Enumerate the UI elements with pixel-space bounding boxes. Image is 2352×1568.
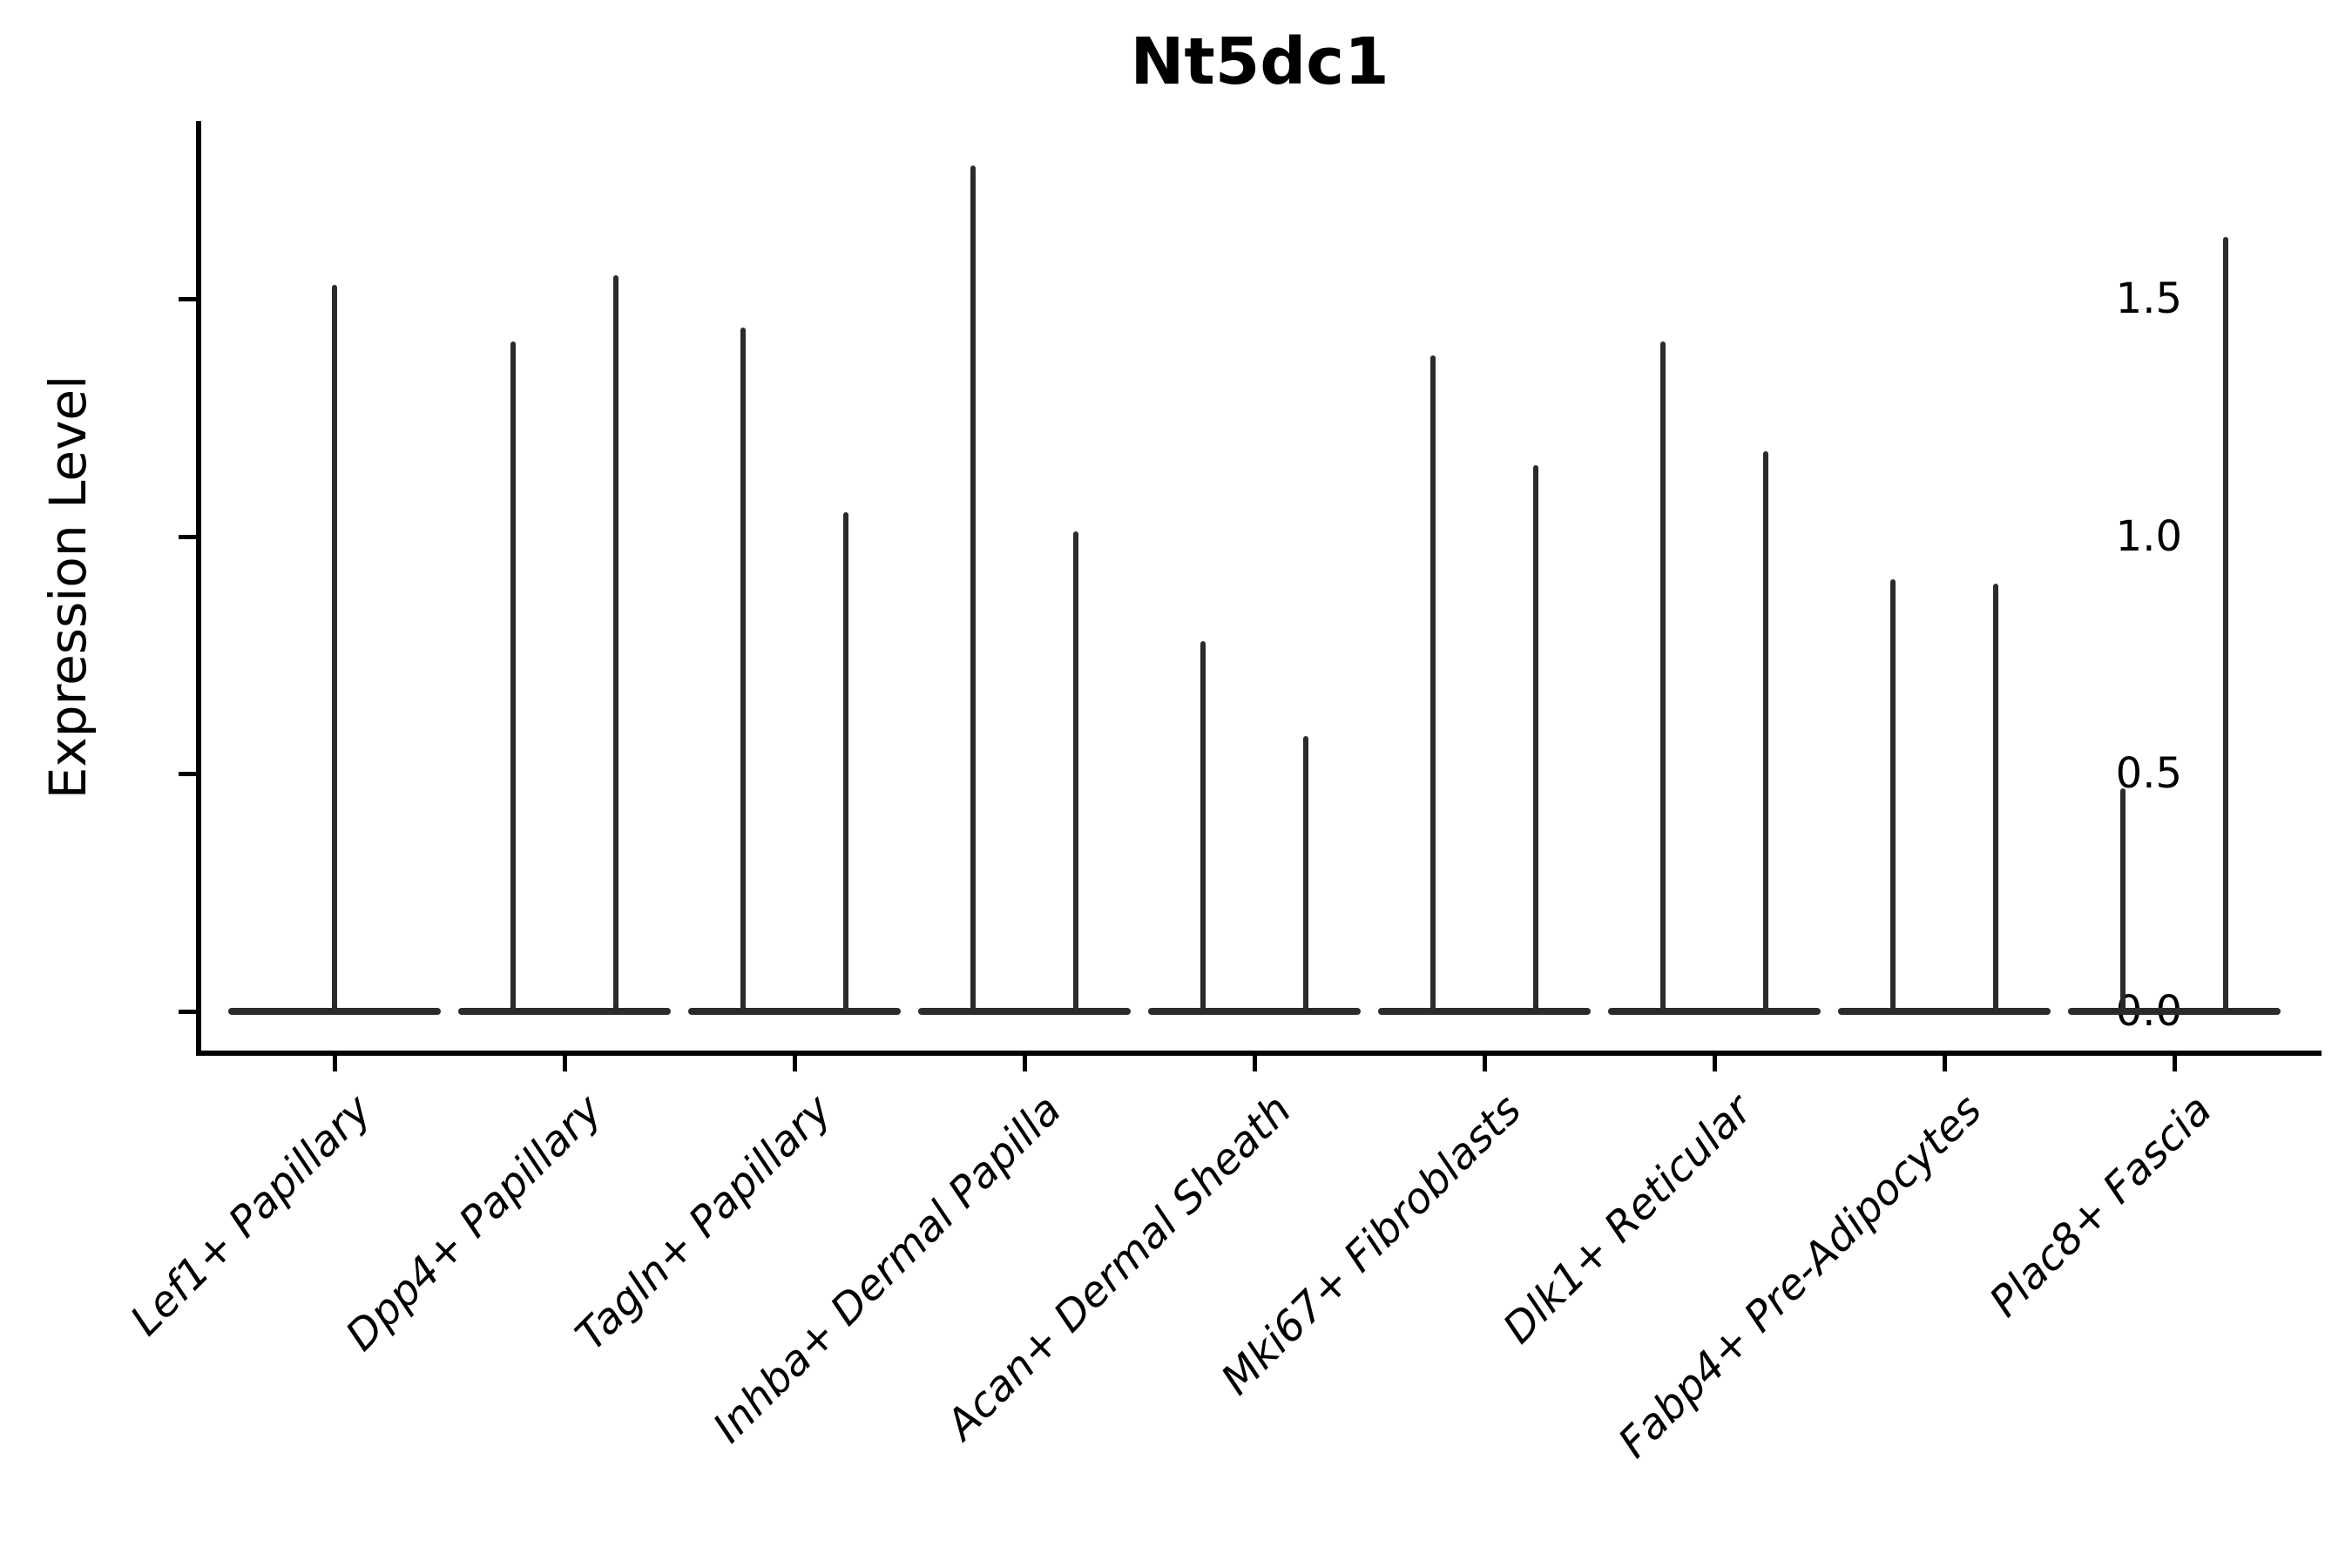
violin-spike	[1533, 464, 1538, 1015]
x-tick-mark	[563, 1056, 567, 1071]
violin-spike	[2223, 237, 2228, 1015]
violin-base	[1608, 1008, 1821, 1015]
y-tick-label: 0.5	[2115, 749, 2182, 799]
violin-base	[1148, 1008, 1361, 1015]
violin-spike	[970, 166, 976, 1015]
y-axis-label: Expression Level	[38, 375, 98, 800]
x-tick-mark	[1253, 1056, 1257, 1071]
x-tick-label: Dpp4+ Papillary	[336, 1085, 612, 1361]
violin-spike	[1430, 355, 1436, 1015]
violin-base	[918, 1008, 1131, 1015]
violin-spike	[1073, 531, 1078, 1015]
x-tick-mark	[1483, 1056, 1487, 1071]
violin-spike	[1763, 450, 1768, 1015]
chart-title: Nt5dc1	[1130, 24, 1389, 99]
violin-base	[458, 1008, 671, 1015]
x-tick-mark	[793, 1056, 797, 1071]
x-tick-mark	[1713, 1056, 1717, 1071]
y-tick-label: 1.0	[2115, 511, 2182, 561]
x-tick-mark	[2173, 1056, 2177, 1071]
violin-spike	[1303, 735, 1308, 1015]
y-axis-spine	[196, 121, 201, 1056]
y-tick-mark	[179, 772, 196, 777]
x-tick-label: Lef1+ Papillary	[121, 1085, 382, 1346]
violin-spike	[740, 327, 746, 1015]
y-tick-mark	[179, 534, 196, 539]
violin-base	[2068, 1008, 2281, 1015]
violin-spike	[1660, 341, 1666, 1015]
violin-base	[1378, 1008, 1591, 1015]
violin-base	[1838, 1008, 2051, 1015]
violin-spike	[843, 512, 848, 1015]
y-tick-label: 1.5	[2115, 274, 2182, 324]
x-tick-label: Dlk1+ Reticular	[1493, 1085, 1761, 1354]
violin-spike	[2120, 787, 2126, 1015]
violin-spike	[1200, 640, 1206, 1015]
x-tick-mark	[1023, 1056, 1027, 1071]
x-tick-mark	[1943, 1056, 1947, 1071]
violin-spike	[613, 274, 618, 1015]
x-axis-spine	[196, 1051, 2322, 1056]
x-tick-label: Fabp4+ Pre-Adipocytes	[1609, 1085, 1991, 1468]
violin-spike	[332, 284, 337, 1015]
y-tick-mark	[179, 1010, 196, 1014]
violin-base	[688, 1008, 901, 1015]
y-tick-mark	[179, 297, 196, 302]
violin-spike	[510, 341, 516, 1015]
x-tick-label: Plac8+ Fascia	[1979, 1085, 2221, 1327]
x-tick-mark	[333, 1056, 337, 1071]
violin-spike	[1890, 578, 1896, 1015]
x-tick-label: Tagln+ Papillary	[566, 1085, 841, 1361]
violin-spike	[1993, 584, 1998, 1015]
